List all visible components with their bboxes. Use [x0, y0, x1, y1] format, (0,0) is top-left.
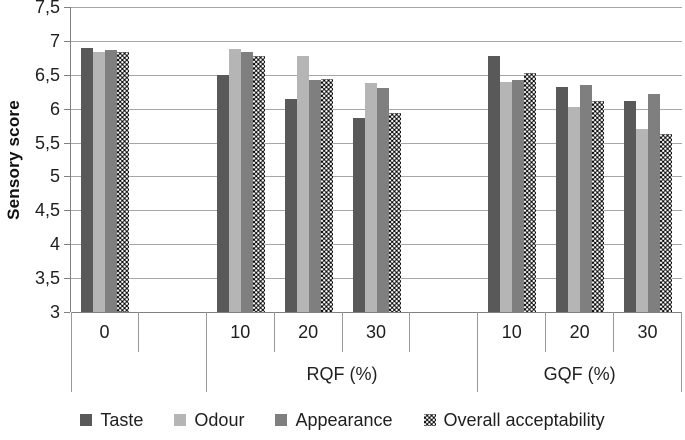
- category-cell-empty: [139, 312, 207, 352]
- bar-taste: [556, 86, 569, 312]
- plot-area: [71, 7, 682, 313]
- y-tick-label: 7,5: [34, 0, 60, 17]
- y-tick-label: 7: [49, 30, 60, 51]
- category-axis-left-border: [71, 312, 72, 392]
- category-cell: 30: [614, 312, 683, 352]
- bar-overall-acceptability: [388, 113, 401, 312]
- legend-swatch: [275, 414, 288, 426]
- legend: Taste Odour Appearance Overall acceptabilit…: [0, 404, 685, 436]
- bar-appearance: [580, 84, 593, 312]
- y-tick-label: 4: [49, 234, 60, 255]
- y-tick-label: 6: [49, 98, 60, 119]
- bar-overall-acceptability: [524, 73, 537, 312]
- bar-odour: [500, 82, 513, 312]
- bar-overall-acceptability: [116, 51, 129, 312]
- bar-appearance: [376, 87, 389, 312]
- bar-odour: [296, 55, 309, 312]
- category-cell: 20: [275, 312, 343, 352]
- bar-odour: [364, 82, 377, 312]
- category-cell: 0: [71, 312, 139, 352]
- y-tick-label: 5: [49, 166, 60, 187]
- gridline: [71, 40, 682, 42]
- category-cell: 20: [546, 312, 615, 352]
- y-tick-mark: [64, 278, 70, 280]
- bar-taste: [80, 47, 93, 312]
- bar-overall-acceptability: [660, 133, 673, 312]
- bar-overall-acceptability: [320, 78, 333, 312]
- x-axis-line: [71, 312, 682, 313]
- bar-taste: [352, 118, 365, 312]
- gridline: [71, 74, 682, 76]
- legend-swatch: [80, 414, 93, 426]
- bar-appearance: [308, 80, 321, 312]
- legend-label: Overall acceptability: [443, 409, 605, 430]
- bar-odour: [228, 49, 241, 312]
- bar-appearance: [240, 51, 253, 312]
- y-tick-mark: [64, 142, 70, 144]
- legend-label: Taste: [100, 409, 144, 430]
- legend-item-appearance: Appearance: [275, 409, 393, 431]
- y-tick-mark: [64, 210, 70, 212]
- bar-appearance: [104, 50, 117, 312]
- y-axis-line: [70, 7, 71, 312]
- bar-taste: [488, 55, 501, 312]
- legend-item-odour: Odour: [174, 410, 244, 431]
- y-tick-mark: [64, 244, 70, 246]
- bar-taste: [284, 99, 297, 312]
- bar-appearance: [648, 94, 661, 312]
- bar-taste: [624, 101, 637, 312]
- bar-odour: [568, 106, 581, 312]
- legend-label: Odour: [194, 409, 245, 430]
- category-cell-empty: [410, 312, 479, 352]
- category-cell: 10: [478, 312, 547, 352]
- y-tick-label: 3,5: [34, 268, 60, 289]
- y-tick-label: 6,5: [34, 64, 60, 85]
- y-tick-mark: [64, 108, 70, 110]
- legend-swatch: [423, 414, 436, 426]
- category-cell: 10: [207, 312, 275, 352]
- legend-item-taste: Taste: [80, 410, 143, 431]
- y-tick-mark: [64, 74, 70, 76]
- category-group-label: RQF (%): [306, 364, 378, 384]
- y-tick-mark: [64, 40, 70, 42]
- bar-overall-acceptability: [252, 56, 265, 312]
- legend-swatch: [174, 414, 187, 426]
- y-tick-label: 4,5: [34, 200, 60, 221]
- bar-taste: [216, 74, 229, 312]
- gridline: [71, 7, 682, 8]
- y-tick-mark: [64, 7, 70, 8]
- category-label-row: 0 10 20 30 10 20 30: [71, 312, 683, 352]
- category-axis: RQF (%) GQF (%) 0 10 20 30 10 20 30: [71, 312, 683, 392]
- bar-appearance: [512, 79, 525, 312]
- bar-odour: [636, 129, 649, 312]
- legend-item-overall-acceptability: Overall acceptability: [423, 409, 605, 431]
- y-tick-label: 3: [49, 302, 60, 322]
- bar-odour: [92, 51, 105, 312]
- bar-overall-acceptability: [592, 101, 605, 312]
- y-tick-mark: [64, 176, 70, 178]
- category-cell: 30: [343, 312, 411, 352]
- y-tick-mark: [64, 312, 70, 313]
- y-tick-label: 5,5: [34, 132, 60, 153]
- legend-label: Appearance: [295, 409, 393, 430]
- category-group-label: GQF (%): [543, 364, 616, 384]
